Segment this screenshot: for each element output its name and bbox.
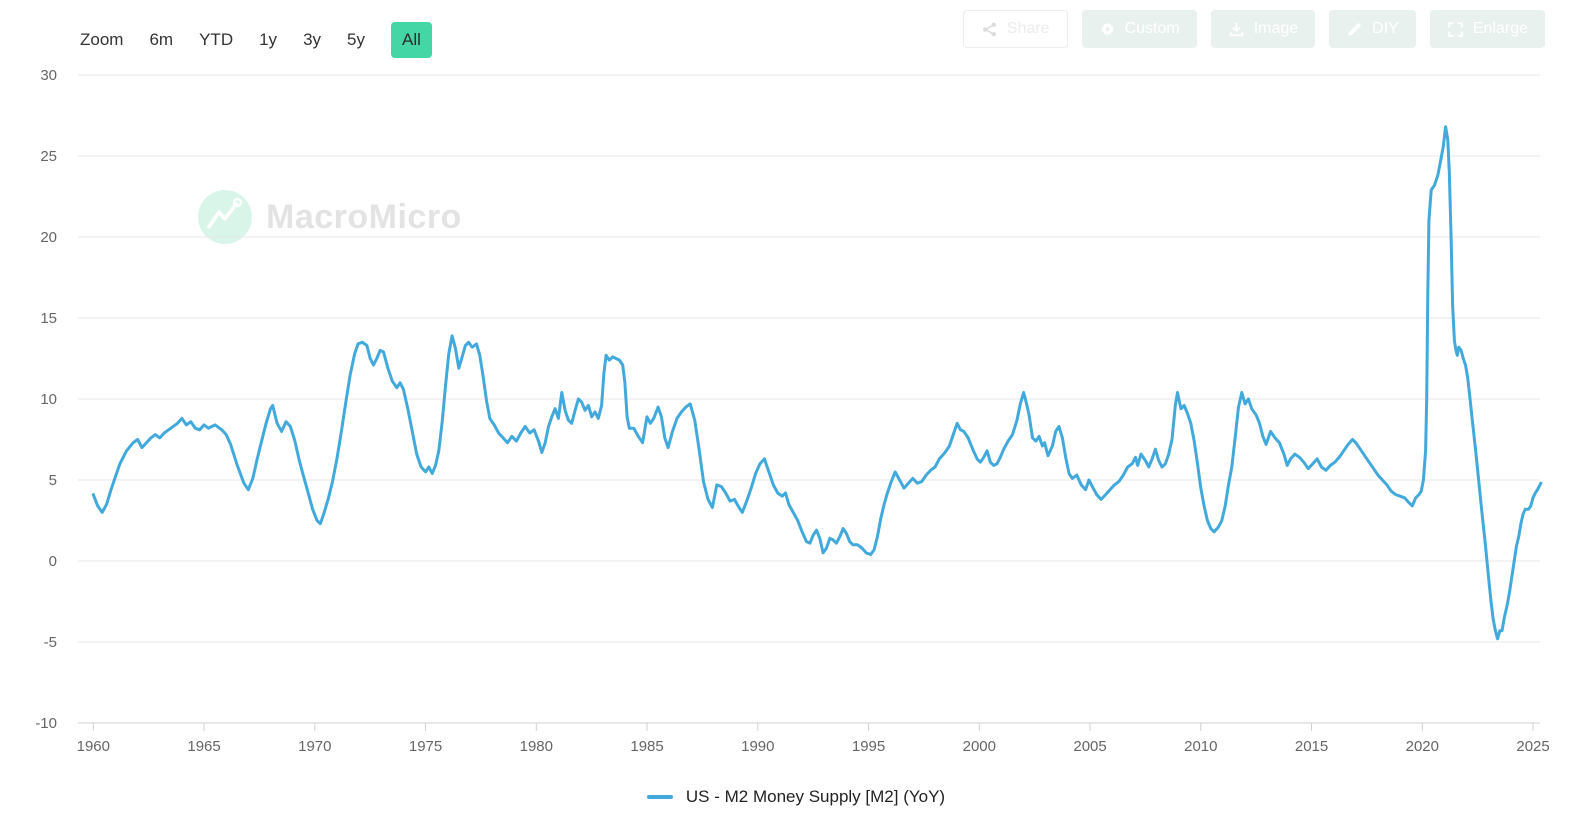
y-axis-label: 10 (40, 391, 57, 408)
x-axis-label: 2000 (963, 738, 996, 755)
x-axis-label: 2025 (1516, 738, 1549, 755)
x-axis-label: 1970 (298, 738, 331, 755)
share-button-label: Share (1006, 20, 1050, 37)
x-axis-label: 2005 (1073, 738, 1106, 755)
range-button-all[interactable]: All (391, 22, 432, 58)
watermark: MacroMicro (197, 189, 462, 245)
watermark-text: MacroMicro (266, 197, 462, 236)
x-axis-label: 2015 (1295, 738, 1328, 755)
x-axis-label: 1965 (187, 738, 220, 755)
range-button-3y[interactable]: 3y (303, 30, 322, 49)
y-axis-label: 15 (40, 310, 57, 327)
enlarge-icon (1447, 21, 1464, 38)
diy-button-label: DIY (1372, 20, 1399, 37)
macromicro-logo-icon (198, 190, 252, 244)
x-axis-label: 1960 (77, 738, 110, 755)
image-button[interactable]: Image (1210, 10, 1316, 48)
x-axis-label: 2010 (1184, 738, 1217, 755)
custom-button[interactable]: Custom (1081, 10, 1197, 48)
range-button-5y[interactable]: 5y (347, 30, 365, 49)
custom-button-label: Custom (1124, 20, 1180, 37)
legend-item[interactable]: US - M2 Money Supply [M2] (YoY) (0, 787, 1592, 807)
x-axis-label: 1995 (852, 738, 885, 755)
y-axis-label: 0 (49, 553, 57, 570)
range-button-ytd[interactable]: YTD (199, 30, 234, 49)
gear-icon (1099, 21, 1116, 38)
share-icon (981, 21, 998, 38)
enlarge-button[interactable]: Enlarge (1429, 10, 1545, 48)
y-axis-label: 20 (40, 229, 57, 246)
x-axis-label: 1975 (409, 738, 442, 755)
zoom-toolbar: Zoom 6m YTD 1y 3y 5y All (80, 20, 432, 60)
x-axis-label: 2020 (1406, 738, 1439, 755)
y-axis-label: 5 (49, 472, 57, 489)
y-axis-label: -10 (35, 715, 57, 732)
y-axis-label: -5 (44, 634, 57, 651)
enlarge-button-label: Enlarge (1472, 20, 1528, 37)
image-button-label: Image (1253, 20, 1299, 37)
x-axis-label: 1990 (741, 738, 774, 755)
diy-button[interactable]: DIY (1329, 10, 1416, 48)
y-axis-label: 30 (40, 67, 57, 84)
pencil-icon (1346, 21, 1363, 38)
y-axis-label: 25 (40, 148, 57, 165)
x-axis-label: 1980 (520, 738, 553, 755)
x-axis-label: 1985 (630, 738, 663, 755)
zoom-label: Zoom (80, 30, 124, 49)
legend-line-marker (646, 795, 673, 799)
range-button-1y[interactable]: 1y (259, 30, 278, 49)
share-button[interactable]: Share (962, 10, 1068, 48)
legend-label: US - M2 Money Supply [M2] (YoY) (685, 787, 946, 806)
action-toolbar: Share Custom Image (962, 10, 1545, 48)
range-button-6m[interactable]: 6m (149, 30, 174, 49)
download-icon (1228, 21, 1245, 38)
series-line[interactable] (91, 125, 1543, 641)
